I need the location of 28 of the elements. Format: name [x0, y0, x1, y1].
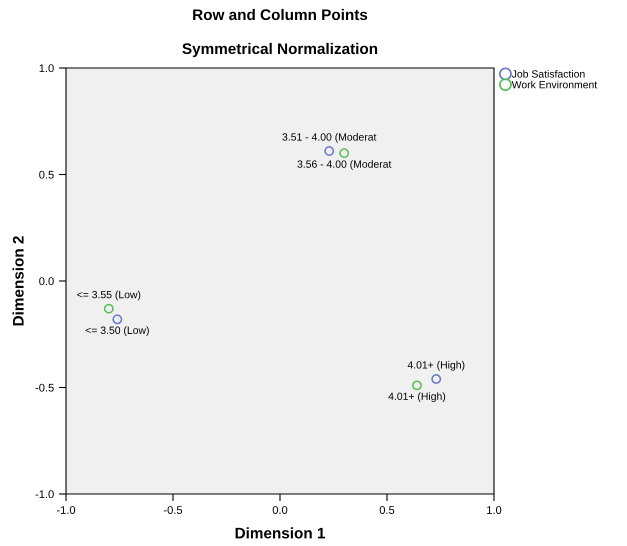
annotation: 4.01+ (High) — [388, 392, 446, 402]
annotation: 4.01+ (High) — [408, 360, 464, 371]
chart-subtitle: Symmetrical Normalization — [182, 42, 378, 58]
annotation: 3.51 - 4.00 (Moderat — [282, 133, 376, 143]
x-tick-label: -0.5 — [164, 506, 182, 514]
legend-label: Job Satisfaction — [512, 70, 585, 78]
point — [431, 374, 442, 384]
annotation: <= 3.50 (Low) — [86, 326, 149, 336]
point — [104, 304, 114, 314]
x-tick-label: 0.0 — [272, 506, 288, 514]
annotation: <= 3.55 (Low) — [77, 290, 140, 300]
x-tick-label: -1.0 — [56, 506, 76, 514]
y-tick-label: 1.0 — [40, 64, 54, 72]
y-tick-label: 0.5 — [39, 170, 54, 179]
x-axis-title: Dimension 1 — [236, 527, 325, 538]
point — [412, 380, 422, 390]
legend-label: Work Environment — [512, 80, 598, 88]
point — [324, 146, 334, 156]
point — [339, 148, 350, 158]
y-axis-title: Dimension 2 — [12, 236, 24, 326]
y-tick-label: 0.0 — [39, 277, 54, 286]
annotation: 3.56 - 4.00 (Moderat — [297, 160, 392, 170]
y-tick-label: -0.5 — [36, 384, 54, 392]
y-tick-label: -1.0 — [36, 490, 54, 498]
point — [112, 314, 122, 324]
chart-title: Row and Column Points — [193, 8, 368, 20]
x-tick-label: 0.5 — [380, 506, 394, 514]
x-tick-label: 1.0 — [487, 506, 502, 514]
